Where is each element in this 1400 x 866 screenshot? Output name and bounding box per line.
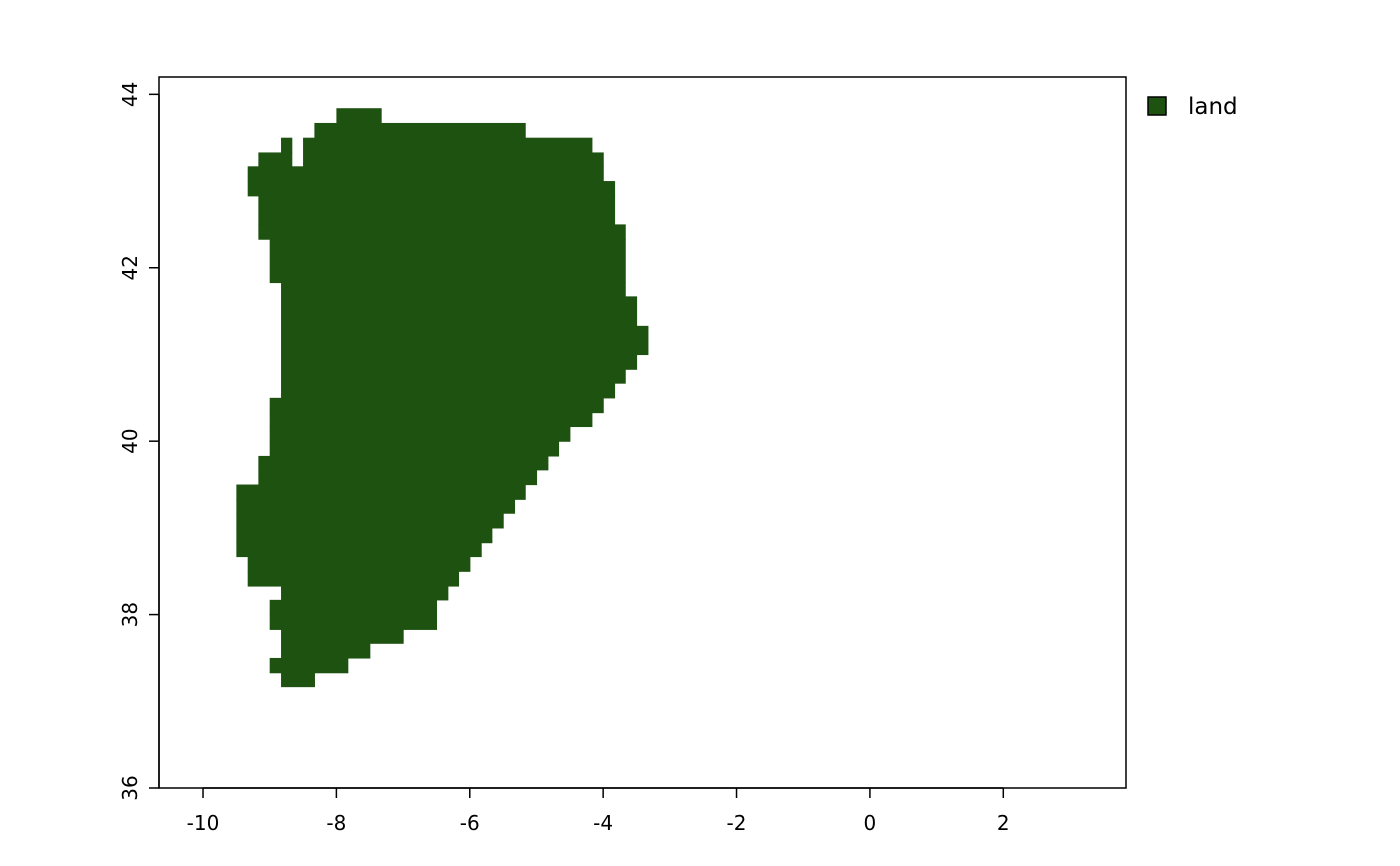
legend-label-land: land [1188, 94, 1238, 120]
land-cell-row-30-seg-0 [269, 614, 438, 630]
y-tick-label-42: 42 [118, 255, 142, 280]
land-cell-row-5-seg-0 [247, 181, 616, 197]
legend-swatch-land [1147, 96, 1167, 116]
land-cell-row-22-seg-0 [236, 499, 516, 514]
land-raster [236, 108, 649, 688]
land-cell-row-32-seg-0 [281, 643, 371, 659]
land-cell-row-24-seg-0 [236, 527, 493, 544]
land-cell-row-13-seg-0 [281, 369, 626, 384]
y-tick-label-38: 38 [118, 602, 142, 627]
land-cell-row-33-seg-0 [269, 657, 349, 674]
land-cell-row-20-seg-0 [258, 469, 538, 486]
land-cell-row-29-seg-0 [269, 599, 438, 616]
land-cell-row-7-seg-0 [258, 224, 626, 240]
land-cell-row-4-seg-0 [247, 166, 604, 182]
land-cell-row-10-seg-0 [281, 296, 638, 327]
land-cell-row-23-seg-0 [236, 513, 504, 529]
land-cell-row-14-seg-0 [281, 383, 616, 399]
land-cell-row-25-seg-0 [236, 542, 482, 558]
y-tick-label-36: 36 [118, 775, 142, 800]
x-tick-label--4: -4 [593, 811, 613, 835]
x-tick-label--8: -8 [326, 811, 346, 835]
land-cell-row-31-seg-0 [281, 629, 404, 644]
land-cell-row-11-seg-0 [281, 325, 649, 356]
x-tick-label-2: 2 [997, 811, 1010, 835]
land-cell-row-28-seg-0 [281, 585, 449, 601]
land-cell-row-15-seg-0 [269, 397, 604, 414]
land-cell-row-19-seg-0 [258, 455, 549, 471]
land-cell-row-3-seg-0 [258, 152, 293, 167]
land-cell-row-34-seg-0 [281, 672, 315, 688]
land-cell-row-17-seg-0 [269, 426, 571, 442]
x-tick-label--2: -2 [727, 811, 747, 835]
x-tick-label--6: -6 [460, 811, 480, 835]
land-cell-row-2-seg-1 [303, 137, 593, 154]
land-cell-row-26-seg-0 [247, 556, 471, 572]
land-cell-row-27-seg-0 [247, 571, 460, 587]
legend: land [1147, 94, 1238, 120]
x-tick-label--10: -10 [187, 811, 220, 835]
y-tick-label-44: 44 [118, 82, 142, 107]
land-cell-row-6-seg-0 [258, 195, 616, 225]
land-cell-row-16-seg-0 [269, 412, 593, 428]
land-cell-row-8-seg-0 [269, 239, 626, 284]
x-axis: -10 -8 -6 -4 -2 0 2 [187, 787, 1010, 835]
land-cell-row-3-seg-1 [303, 152, 604, 167]
land-cell-row-9-seg-0 [281, 282, 626, 297]
land-cell-row-2-seg-0 [281, 137, 293, 154]
land-cell-row-18-seg-0 [269, 441, 560, 457]
land-cell-row-0-seg-0 [336, 108, 382, 124]
land-cell-row-12-seg-0 [281, 354, 638, 370]
land-cell-row-21-seg-0 [236, 484, 526, 500]
y-tick-label-40: 40 [118, 428, 142, 453]
land-cell-row-1-seg-0 [314, 122, 526, 139]
y-axis: 36 38 40 42 44 [118, 82, 160, 801]
x-tick-label-0: 0 [864, 811, 877, 835]
